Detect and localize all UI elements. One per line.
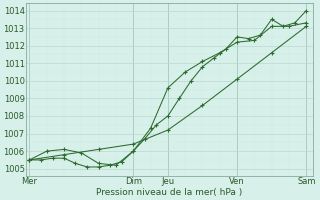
X-axis label: Pression niveau de la mer( hPa ): Pression niveau de la mer( hPa ): [97, 188, 243, 197]
